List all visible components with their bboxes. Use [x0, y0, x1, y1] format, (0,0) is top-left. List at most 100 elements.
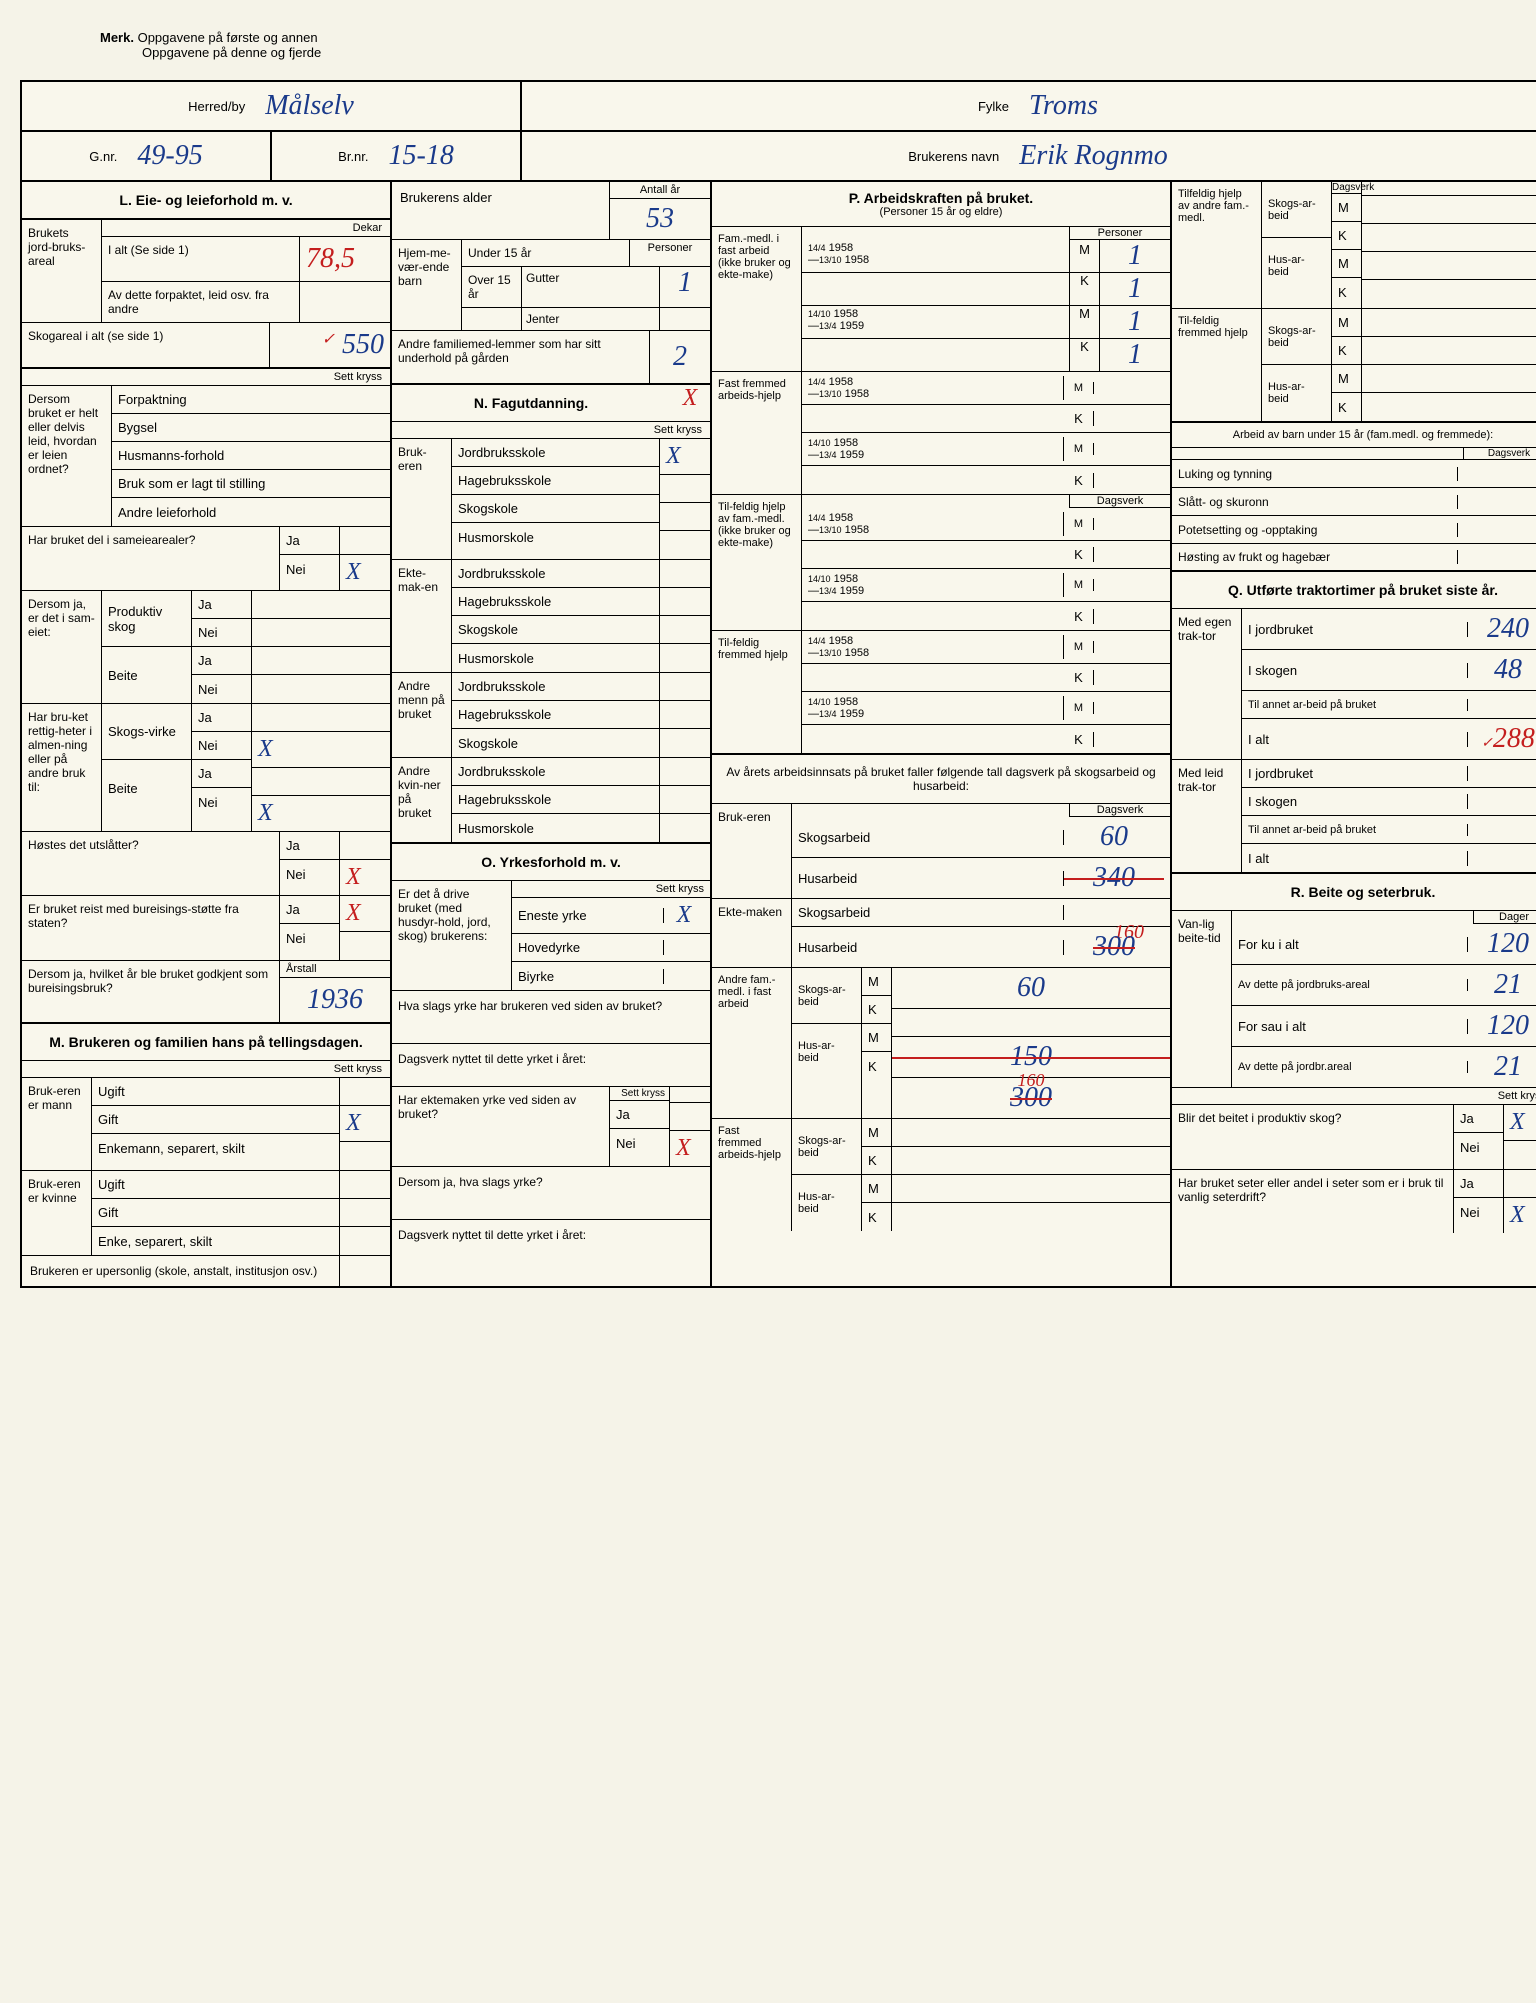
enke: Enke, separert, skilt: [92, 1227, 339, 1255]
hosting: Høsting av frukt og hagebær: [1178, 550, 1458, 564]
P-fastfremmed2: Fast fremmed arbeids-hjelp: [712, 1119, 792, 1231]
hagebruk-3: Hagebruksskole: [452, 701, 659, 729]
P-ha: Hus-ar-beid: [792, 1024, 861, 1080]
jordbruk-x: X: [660, 439, 710, 475]
nei-h: Nei: [280, 860, 339, 888]
O-erdeta: Er det å drive bruket (med husdyr-hold, …: [392, 881, 512, 990]
ja-sv: Ja: [192, 704, 251, 732]
P-dagsverk2: Dagsverk: [1070, 804, 1170, 817]
husmor-2: Husmorskole: [452, 644, 659, 672]
pv3: 1: [1100, 306, 1170, 338]
N-brukeren: Bruk-eren: [392, 439, 452, 559]
har-bruket-del: Har bruket del i sameiearealer?: [22, 527, 280, 590]
pk2: K: [1070, 339, 1100, 371]
R-title: R. Beite og seterbruk.: [1172, 874, 1536, 911]
N-ektemaken: Ekte-mak-en: [392, 560, 452, 672]
O-sk2: Sett kryss: [610, 1087, 669, 1101]
arstall-label: Årstall: [280, 961, 390, 978]
brukerens-alder-label: Brukerens alder: [392, 182, 610, 239]
P-sa: Skogs-ar-beid: [792, 968, 861, 1024]
ialt-value: 78,5: [300, 237, 390, 281]
Q-medleid: Med leid trak-tor: [1172, 760, 1242, 872]
hjemme: Hjem-me-vær-ende barn: [392, 240, 462, 330]
Q-ij: I jordbruket: [1248, 622, 1468, 637]
hagebruk-2: Hagebruksskole: [452, 588, 659, 616]
R-forsauv: 120: [1468, 1010, 1536, 1042]
R-blirbeitet: Blir det beitet i produktiv skog?: [1172, 1105, 1454, 1169]
col-L-M: L. Eie- og leieforhold m. v. Brukets jor…: [22, 182, 392, 1286]
nei-x-1: X: [340, 555, 390, 590]
d4: 1959: [840, 320, 864, 332]
O-dersomja: Dersom ja, hva slags yrke?: [392, 1167, 710, 1220]
dersom-label: Dersom bruket er helt eller delvis leid,…: [22, 386, 112, 526]
pm2: M: [1070, 306, 1100, 338]
P-eskogs: Skogsarbeid: [798, 905, 1064, 920]
alder-value: 53: [610, 199, 710, 239]
O-settkryss: Sett kryss: [512, 881, 710, 898]
brukeren-kvinne: Bruk-eren er kvinne: [22, 1171, 92, 1255]
P-tilfeldigandre: Tilfeldig hjelp av andre fam.-medl.: [1172, 182, 1262, 308]
R-ja: Ja: [1454, 1105, 1503, 1133]
gift-m: Gift: [92, 1106, 339, 1134]
hagebruk-1: Hagebruksskole: [452, 467, 659, 495]
jordbruk-4: Jordbruksskole: [452, 758, 659, 786]
N-x: X: [670, 385, 710, 421]
O-harektemaken: Har ektemaken yrke ved siden av bruket?: [392, 1087, 610, 1166]
nei-b2: Nei: [192, 788, 251, 816]
husmor-4: Husmorskole: [452, 814, 659, 842]
pv2: 1: [1100, 273, 1170, 305]
M-title: M. Brukeren og familien hans på tellings…: [22, 1024, 390, 1061]
slatt: Slått- og skuronn: [1178, 495, 1458, 509]
R-avjord: Av dette på jordbruks-areal: [1238, 979, 1468, 991]
O-dagsverk2: Dagsverk nyttet til dette yrket i året:: [392, 1220, 710, 1262]
d2: 1958: [845, 254, 869, 266]
Q-ialt: I alt: [1248, 732, 1468, 747]
biyrke: Biyrke: [518, 969, 664, 984]
P-tilfeldighjelp: Til-feldig hjelp av fam.-medl. (ikke bru…: [712, 495, 802, 630]
nei-1: Nei: [280, 555, 339, 583]
P-skogs-v: 60: [1064, 821, 1164, 853]
Q-ta: Til annet ar-beid på bruket: [1248, 699, 1468, 711]
N-settkryss: Sett kryss: [392, 422, 710, 439]
header-row-1: Herred/by Målselv Fylke Troms: [22, 82, 1536, 132]
P-hus-v: 340: [1064, 862, 1164, 894]
arstall-value: 1936: [280, 978, 390, 1022]
andre-fam: Andre familiemed-lemmer som har sitt und…: [392, 331, 650, 383]
gnr-value: 49-95: [137, 140, 202, 172]
R-avjordv: 21: [1468, 969, 1536, 1001]
ugift-m: Ugift: [92, 1078, 339, 1106]
pk1: K: [1070, 273, 1100, 305]
herred-by-label: Herred/by: [188, 99, 245, 114]
O-ja: Ja: [610, 1101, 669, 1129]
N-title: N. Fagutdanning.: [392, 385, 670, 421]
main-body: L. Eie- og leieforhold m. v. Brukets jor…: [22, 182, 1536, 1286]
skogsvirke: Skogs-virke: [102, 704, 191, 760]
ja-b2: Ja: [192, 760, 251, 788]
jordbruk-2: Jordbruksskole: [452, 560, 659, 588]
P-avarets: Av årets arbeidsinnsats på bruket faller…: [712, 755, 1170, 804]
gutter: Gutter: [522, 267, 660, 307]
bygsel: Bygsel: [118, 420, 384, 435]
P-andrefam: Andre fam.-medl. i fast arbeid: [712, 968, 792, 1118]
hovedyrke: Hovedyrke: [518, 940, 664, 955]
R-forkuv: 120: [1468, 928, 1536, 960]
O-title: O. Yrkesforhold m. v.: [392, 844, 710, 881]
skogareal-label: Skogareal i alt (se side 1): [22, 323, 270, 367]
ugift-k: Ugift: [92, 1171, 339, 1199]
asm: 60: [892, 968, 1170, 1009]
dekar-label: Dekar: [102, 220, 390, 237]
P-brukeren: Bruk-eren: [712, 804, 792, 898]
P-hus: Husarbeid: [798, 871, 1064, 886]
Q-title: Q. Utførte traktortimer på bruket siste …: [1172, 572, 1536, 609]
merk-note: Merk. Oppgavene på første og annen Oppga…: [100, 30, 321, 60]
forpaktning: Forpaktning: [118, 392, 384, 407]
P-title: P. Arbeidskraften på bruket.: [720, 190, 1162, 206]
over15: Over 15 år: [462, 267, 522, 307]
jordbruk-1: Jordbruksskole: [452, 439, 659, 467]
har-bruket-rettig: Har bru-ket rettig-heter i almen-ning el…: [22, 704, 102, 831]
nei-br: Nei: [280, 924, 339, 952]
andre-fam-val: 2: [650, 331, 710, 383]
beite-2: Beite: [102, 760, 191, 816]
R-settkryss: Sett kryss: [1172, 1088, 1536, 1105]
Q-medegen: Med egen trak-tor: [1172, 609, 1242, 759]
